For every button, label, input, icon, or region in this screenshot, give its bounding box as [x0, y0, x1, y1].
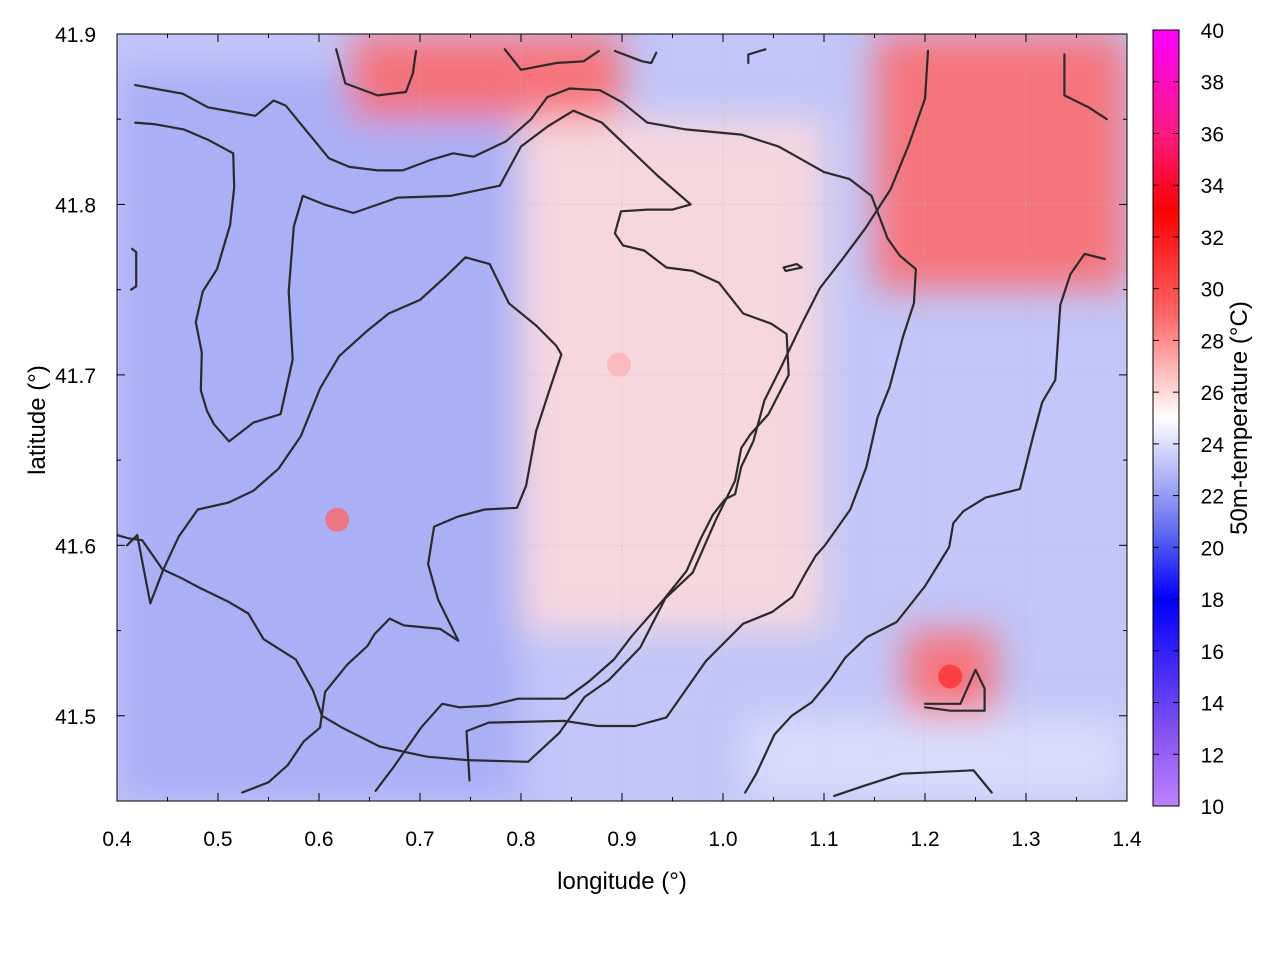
contour-line	[747, 48, 767, 65]
colorbar-tick-label: 40	[1201, 20, 1224, 43]
colorbar-ticks: 10 12 14 16 18 20 22 24 26 28 30 32 34 36 38 40	[1153, 20, 1224, 819]
hot-spot	[606, 352, 631, 377]
contour-line	[833, 769, 993, 797]
x-tick-label: 0.9	[607, 828, 636, 851]
contour-line	[126, 256, 563, 794]
field-region	[874, 34, 1127, 290]
x-tick-label: 1.1	[809, 828, 838, 851]
contour-line	[130, 247, 138, 291]
colorbar-tick-label: 28	[1201, 330, 1224, 353]
y-tick-label: 41.8	[55, 194, 96, 217]
contour-line	[374, 49, 930, 792]
colorbar-tick-label: 26	[1201, 382, 1224, 405]
hot-spot	[325, 507, 350, 532]
x-tick-label: 0.6	[304, 828, 333, 851]
contour-line	[923, 668, 986, 712]
contour-line	[744, 252, 1106, 794]
x-tick-label: 1.4	[1112, 828, 1142, 851]
hot-spot	[938, 664, 963, 689]
x-tick-label: 0.5	[203, 828, 232, 851]
colorbar-tick-label: 10	[1201, 796, 1224, 819]
colorbar-tick-label: 34	[1201, 175, 1225, 198]
colorbar-tick-label: 22	[1201, 486, 1224, 509]
contour-line	[613, 49, 658, 65]
contour-lines	[117, 48, 1108, 797]
y-tick-label: 41.6	[55, 535, 96, 558]
field-region	[743, 715, 1127, 801]
x-tick-label: 1.3	[1011, 828, 1040, 851]
colorbar-tick-label: 30	[1201, 279, 1224, 302]
contour-line	[1063, 53, 1108, 121]
field-region	[521, 119, 824, 631]
colorbar-tick-label: 12	[1201, 744, 1224, 767]
y-tick-label: 41.9	[55, 24, 96, 47]
y-tick-label: 41.5	[55, 706, 96, 729]
contour-line	[117, 109, 790, 763]
contour-line	[782, 263, 803, 272]
colorbar-label: 50m-temperature (°C)	[1226, 301, 1253, 535]
y-axis: 41.5 41.6 41.7 41.8 41.9	[55, 24, 1127, 802]
field-region	[349, 34, 622, 120]
grid-lines	[117, 34, 1127, 801]
x-axis: 0.4 0.5 0.6 0.7 0.8 0.9 1.0 1.1 1.2 1.3 1.4	[102, 34, 1142, 851]
x-tick-label: 0.4	[102, 828, 132, 851]
y-axis-label: latitude (°)	[24, 365, 51, 475]
colorbar-tick-label: 16	[1201, 641, 1224, 664]
x-tick-label: 0.7	[405, 828, 434, 851]
x-tick-label: 0.8	[506, 828, 535, 851]
contour-line	[503, 48, 600, 71]
contour-line	[335, 48, 418, 97]
contour-line	[134, 84, 917, 782]
x-axis-label: longitude (°)	[557, 868, 687, 895]
colorbar-tick-label: 24	[1201, 434, 1225, 457]
y-tick-label: 41.7	[55, 365, 96, 388]
colorbar-tick-label: 36	[1201, 123, 1224, 146]
colorbar-tick-label: 14	[1201, 693, 1225, 716]
colorbar-tick-label: 20	[1201, 537, 1224, 560]
x-tick-label: 1.0	[708, 828, 737, 851]
x-tick-label: 1.2	[910, 828, 939, 851]
colorbar-tick-label: 18	[1201, 589, 1224, 612]
colorbar	[1152, 29, 1180, 807]
colorbar-tick-label: 38	[1201, 72, 1224, 95]
colorbar-tick-label: 32	[1201, 227, 1224, 250]
